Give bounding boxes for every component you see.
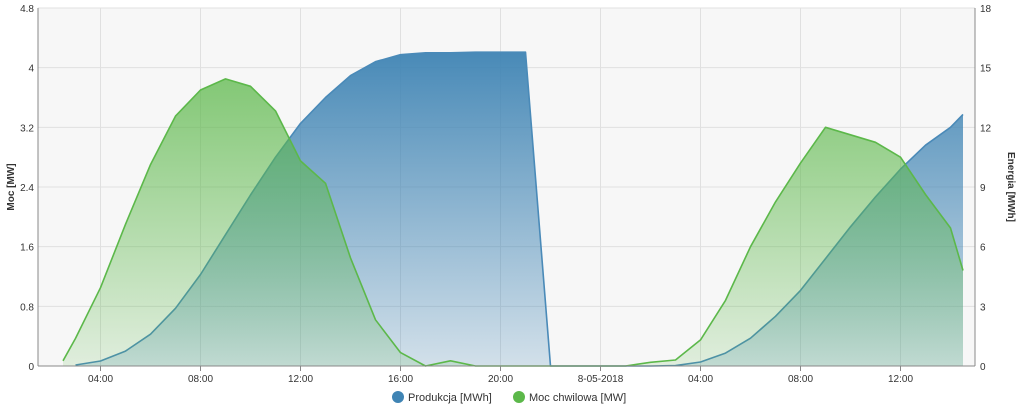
data-point-moc-chwilowa[interactable]: [948, 225, 954, 231]
data-point-produkcja[interactable]: [448, 50, 454, 56]
legend-item-produkcja[interactable]: Produkcja [MWh]: [392, 391, 492, 404]
x-tick-label: 04:00: [88, 374, 113, 385]
left-tick-label: 3.2: [20, 123, 34, 134]
data-point-moc-chwilowa[interactable]: [298, 158, 304, 164]
data-point-moc-chwilowa[interactable]: [223, 76, 229, 82]
data-point-produkcja[interactable]: [948, 124, 954, 130]
data-point-moc-chwilowa[interactable]: [348, 255, 354, 261]
data-point-moc-chwilowa[interactable]: [798, 160, 804, 166]
data-point-produkcja[interactable]: [323, 95, 329, 101]
data-point-moc-chwilowa[interactable]: [173, 113, 179, 119]
data-point-moc-chwilowa[interactable]: [98, 285, 104, 291]
right-tick-label: 12: [980, 123, 992, 134]
left-tick-label: 4.8: [20, 4, 34, 15]
data-point-moc-chwilowa[interactable]: [323, 180, 329, 186]
right-tick-label: 9: [980, 183, 986, 194]
right-axis: 0 3 6 9 12 15 18: [980, 4, 992, 373]
right-tick-label: 18: [980, 4, 992, 15]
x-axis: 04:00 08:00 12:00 16:00 20:00 8-05-2018 04:00 0…: [88, 366, 913, 385]
right-tick-label: 0: [980, 362, 986, 373]
x-tick-label: 12:00: [888, 374, 913, 385]
left-axis-title: Moc [MW]: [6, 163, 17, 210]
data-point-moc-chwilowa[interactable]: [273, 108, 279, 114]
series-area-moc-chwilowa: [63, 78, 963, 367]
x-tick-label: 12:00: [288, 374, 313, 385]
data-point-produkcja[interactable]: [373, 59, 379, 65]
legend-marker-produkcja: [392, 391, 404, 403]
data-point-produkcja[interactable]: [348, 73, 354, 79]
data-point-moc-chwilowa[interactable]: [123, 221, 129, 227]
right-tick-label: 6: [980, 243, 986, 254]
legend-label-produkcja: Produkcja [MWh]: [408, 392, 492, 404]
data-point-produkcja[interactable]: [398, 52, 404, 58]
data-point-moc-chwilowa[interactable]: [248, 83, 254, 89]
data-point-moc-chwilowa[interactable]: [648, 359, 654, 365]
x-tick-label: 04:00: [688, 374, 713, 385]
left-tick-label: 0.8: [20, 302, 34, 313]
data-point-produkcja[interactable]: [473, 49, 479, 55]
data-point-moc-chwilowa[interactable]: [398, 350, 404, 356]
data-point-produkcja[interactable]: [923, 142, 929, 148]
data-point-moc-chwilowa[interactable]: [748, 244, 754, 250]
left-tick-label: 2.4: [20, 183, 34, 194]
data-point-produkcja[interactable]: [498, 49, 504, 55]
left-tick-label: 1.6: [20, 243, 34, 254]
data-point-moc-chwilowa[interactable]: [60, 358, 66, 364]
data-point-produkcja[interactable]: [298, 120, 304, 126]
data-point-produkcja[interactable]: [423, 50, 429, 56]
data-point-produkcja[interactable]: [523, 49, 529, 55]
data-point-moc-chwilowa[interactable]: [373, 317, 379, 323]
data-point-moc-chwilowa[interactable]: [698, 337, 704, 343]
legend[interactable]: Produkcja [MWh] Moc chwilowa [MW]: [392, 391, 626, 404]
left-axis: 0 0.8 1.6 2.4 3.2 4 4.8: [20, 4, 34, 373]
data-point-moc-chwilowa[interactable]: [448, 358, 454, 364]
data-point-moc-chwilowa[interactable]: [73, 335, 79, 341]
right-tick-label: 15: [980, 64, 992, 75]
right-tick-label: 3: [980, 302, 986, 313]
x-tick-label: 16:00: [388, 374, 413, 385]
legend-item-moc-chwilowa[interactable]: Moc chwilowa [MW]: [513, 391, 626, 404]
data-point-moc-chwilowa[interactable]: [960, 268, 966, 274]
x-tick-label: 08:00: [188, 374, 213, 385]
data-point-moc-chwilowa[interactable]: [198, 87, 204, 93]
data-point-moc-chwilowa[interactable]: [898, 154, 904, 160]
data-point-moc-chwilowa[interactable]: [673, 357, 679, 363]
legend-marker-moc-chwilowa: [513, 391, 525, 403]
x-tick-label: 08:00: [788, 374, 813, 385]
right-axis-title: Energia [MWh]: [1005, 152, 1016, 222]
left-tick-label: 0: [28, 362, 34, 373]
left-tick-label: 4: [28, 64, 34, 75]
data-point-moc-chwilowa[interactable]: [723, 297, 729, 303]
data-point-moc-chwilowa[interactable]: [148, 162, 154, 168]
data-point-moc-chwilowa[interactable]: [873, 139, 879, 145]
data-point-moc-chwilowa[interactable]: [848, 132, 854, 138]
x-tick-label: 20:00: [488, 374, 513, 385]
data-point-produkcja[interactable]: [960, 111, 966, 117]
legend-label-moc-chwilowa: Moc chwilowa [MW]: [529, 392, 626, 404]
x-tick-label: 8-05-2018: [578, 374, 624, 385]
data-point-moc-chwilowa[interactable]: [923, 192, 929, 198]
data-point-moc-chwilowa[interactable]: [823, 124, 829, 130]
data-point-moc-chwilowa[interactable]: [773, 199, 779, 205]
